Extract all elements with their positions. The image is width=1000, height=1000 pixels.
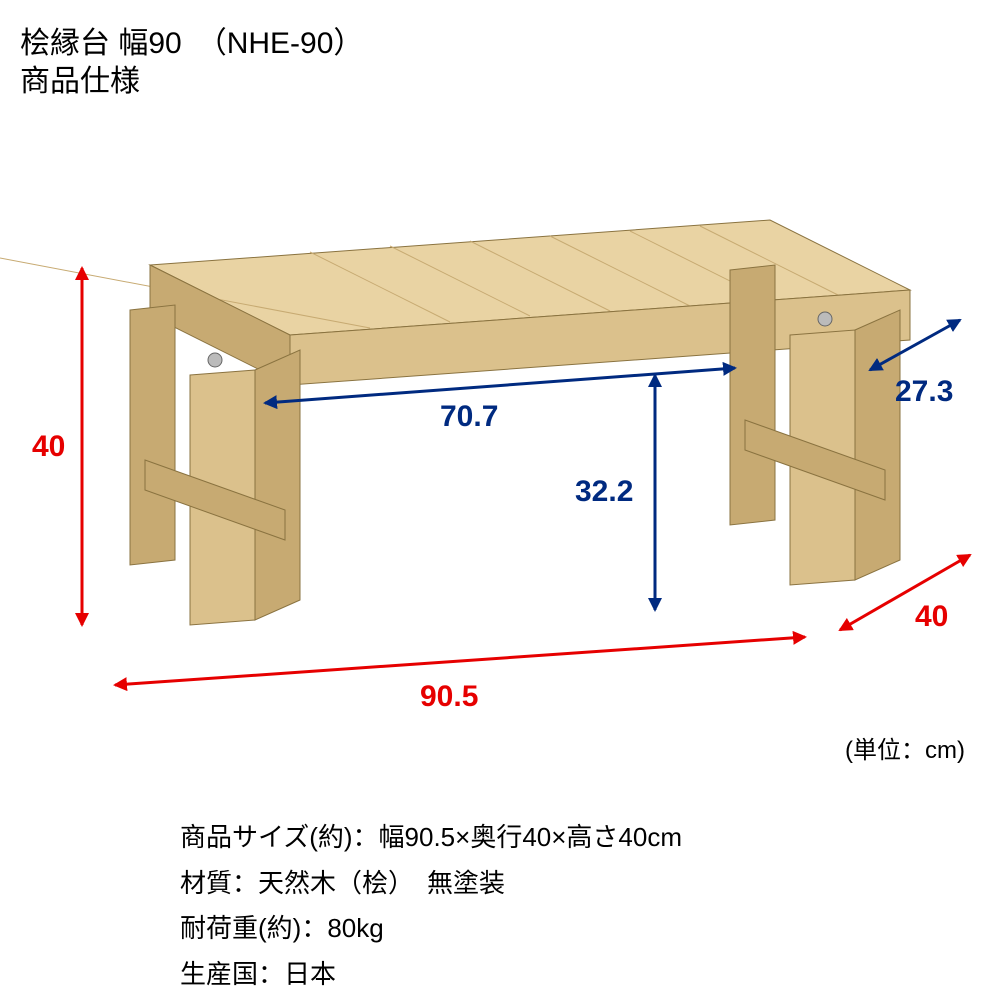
dim-height-outer: 40 [32, 430, 65, 464]
dim-depth-outer: 40 [915, 600, 948, 634]
unit-note: (単位：cm) [845, 730, 965, 765]
dim-inner-height: 32.2 [575, 475, 633, 509]
dim-inner-width: 70.7 [440, 400, 498, 434]
dim-width-outer: 90.5 [420, 680, 478, 714]
bench-illustration [0, 110, 1000, 760]
dimension-diagram: 40 90.5 40 70.7 32.2 27.3 (単位：cm) [0, 110, 1000, 760]
title-line-2: 商品仕様 [20, 56, 140, 100]
spec-row: 商品サイズ(約)：幅90.5×奥行40×高さ40cm [180, 815, 682, 861]
spec-row: 生産国：日本 [180, 952, 682, 998]
spec-row: 材質：天然木（桧） 無塗装 [180, 861, 682, 907]
spec-row: 耐荷重(約)：80kg [180, 906, 682, 952]
product-specs: 商品サイズ(約)：幅90.5×奥行40×高さ40cm 材質：天然木（桧） 無塗装… [180, 815, 682, 997]
dim-inner-depth: 27.3 [895, 375, 953, 409]
